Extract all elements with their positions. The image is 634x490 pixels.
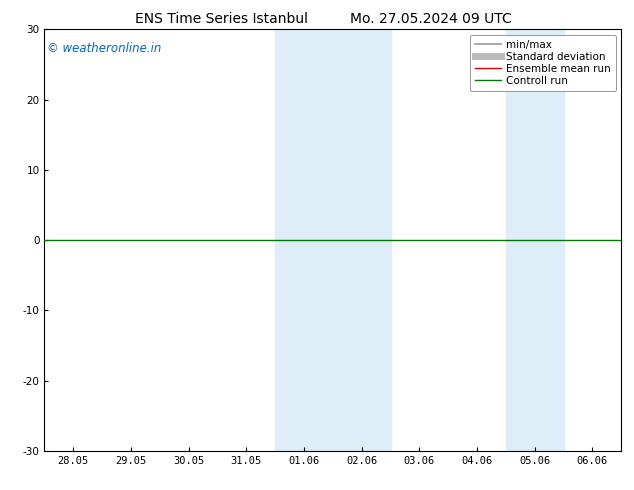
Bar xyxy=(506,29,564,451)
Legend: min/max, Standard deviation, Ensemble mean run, Controll run: min/max, Standard deviation, Ensemble me… xyxy=(470,35,616,91)
Bar xyxy=(275,29,333,451)
Text: Mo. 27.05.2024 09 UTC: Mo. 27.05.2024 09 UTC xyxy=(350,12,512,26)
Bar xyxy=(333,29,391,451)
Text: © weatheronline.in: © weatheronline.in xyxy=(48,42,162,55)
Text: ENS Time Series Istanbul: ENS Time Series Istanbul xyxy=(136,12,308,26)
